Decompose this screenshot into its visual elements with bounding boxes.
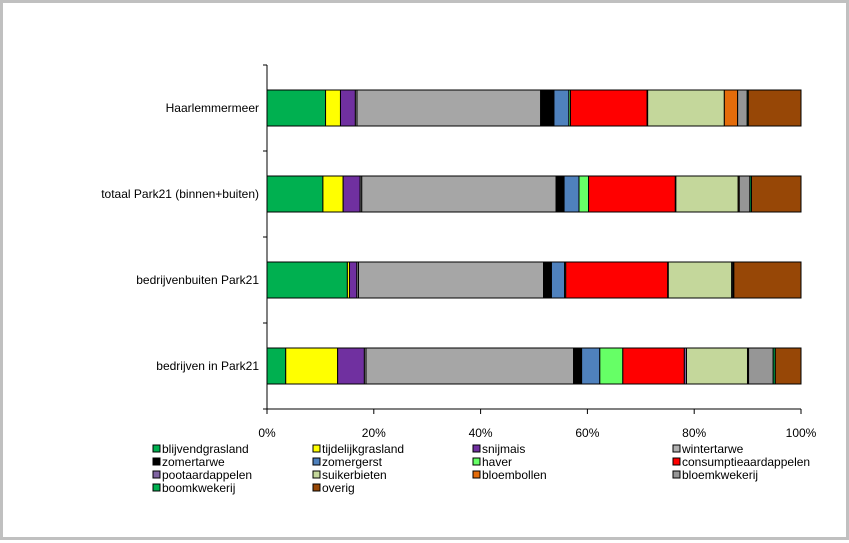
legend-label: haver — [482, 455, 512, 469]
bar-segment-overig — [747, 89, 802, 127]
legend-label: bloemkwekerij — [682, 468, 758, 482]
legend-swatch — [312, 444, 321, 453]
x-tick-label: 80% — [682, 426, 706, 440]
bar-segment-zomergerst — [550, 261, 566, 299]
bar-segment-overig — [733, 261, 802, 299]
bar-segment-consumptieaardappelen — [588, 175, 676, 213]
legend-label: wintertarwe — [681, 442, 744, 456]
legend-swatch — [472, 470, 481, 479]
legend-label: boomkwekerij — [162, 481, 235, 495]
bar-segment-bloemkwekerij — [748, 347, 774, 385]
bar-segment-zomertarwe — [543, 261, 552, 299]
legend-label: overig — [322, 481, 355, 495]
bar-segment-snijmais — [339, 89, 356, 127]
bar-segment-zomergerst — [581, 347, 601, 385]
bar-segment-consumptieaardappelen — [622, 347, 685, 385]
legend-label: blijvendgrasland — [162, 442, 249, 456]
bar-segment-suikerbieten — [647, 89, 725, 127]
bar-segment-zomertarwe — [540, 89, 555, 127]
legend-swatch — [152, 457, 161, 466]
bar-segment-bloembollen — [723, 89, 739, 127]
x-tick-label: 20% — [362, 426, 386, 440]
bar-segment-bloemkwekerij — [738, 175, 751, 213]
bar-segment-zomergerst — [553, 89, 570, 127]
legend-label: bloembollen — [482, 468, 547, 482]
bar-segment-snijmais — [342, 175, 361, 213]
bar-segment-bloemkwekerij — [737, 89, 748, 127]
bar-segment-consumptieaardappelen — [569, 89, 648, 127]
bar-segment-blijvendgrasland — [266, 347, 287, 385]
bar-segment-suikerbieten — [667, 261, 733, 299]
bar-segment-suikerbieten — [685, 347, 748, 385]
legend-swatch — [472, 444, 481, 453]
legend-swatch — [672, 444, 681, 453]
legend-swatch — [152, 483, 161, 492]
x-tick-label: 40% — [469, 426, 493, 440]
bar-segment-overig — [750, 175, 802, 213]
category-label: bedrijvenbuiten Park21 — [136, 273, 259, 287]
bar-segment-overig — [774, 347, 802, 385]
legend-label: tijdelijkgrasland — [322, 442, 404, 456]
bar-segment-zomergerst — [563, 175, 580, 213]
legend-label: pootaardappelen — [162, 468, 252, 482]
bar-segment-tijdelijkgrasland — [322, 175, 344, 213]
bar-segment-bloemkwekerij_1 — [365, 347, 575, 385]
category-label: bedrijven in Park21 — [156, 359, 259, 373]
bar-segment-blijvendgrasland — [266, 89, 327, 127]
bar-segment-bloemkwekerij_1 — [357, 261, 545, 299]
bar-segment-zomertarwe — [555, 175, 565, 213]
legend-swatch — [152, 470, 161, 479]
bar-segment-haver — [578, 175, 590, 213]
x-tick-label: 100% — [786, 426, 817, 440]
bar-segment-consumptieaardappelen — [565, 261, 669, 299]
bar-segment-blijvendgrasland — [266, 261, 348, 299]
bar-segment-bloemkwekerij_1 — [361, 175, 557, 213]
bar-segment-blijvendgrasland — [266, 175, 324, 213]
legend-swatch — [152, 444, 161, 453]
stacked-bar-chart: Haarlemmermeer totaal Park21 (binnen+buit… — [101, 64, 817, 495]
bar-segment-tijdelijkgrasland — [285, 347, 339, 385]
legend-swatch — [672, 457, 681, 466]
x-tick-label: 0% — [258, 426, 276, 440]
legend-swatch — [312, 457, 321, 466]
bar-segment-suikerbieten — [675, 175, 739, 213]
category-label: Haarlemmermeer — [166, 101, 259, 115]
legend-swatch — [672, 470, 681, 479]
legend-label: snijmais — [482, 442, 525, 456]
legend-swatch — [472, 457, 481, 466]
bar-segment-haver — [599, 347, 624, 385]
legend-swatch — [312, 483, 321, 492]
category-label: totaal Park21 (binnen+buiten) — [101, 187, 259, 201]
bar-segment-bloemkwekerij_1 — [356, 89, 542, 127]
legend-swatch — [312, 470, 321, 479]
bar-segment-tijdelijkgrasland — [325, 89, 341, 127]
bar-segment-snijmais — [348, 261, 358, 299]
legend-label: consumptieaardappelen — [682, 455, 810, 469]
legend-label: suikerbieten — [322, 468, 387, 482]
legend-label: zomergerst — [322, 455, 383, 469]
x-tick-label: 60% — [575, 426, 599, 440]
bar-segment-zomertarwe — [573, 347, 583, 385]
legend-label: zomertarwe — [162, 455, 225, 469]
bar-segment-snijmais — [337, 347, 365, 385]
